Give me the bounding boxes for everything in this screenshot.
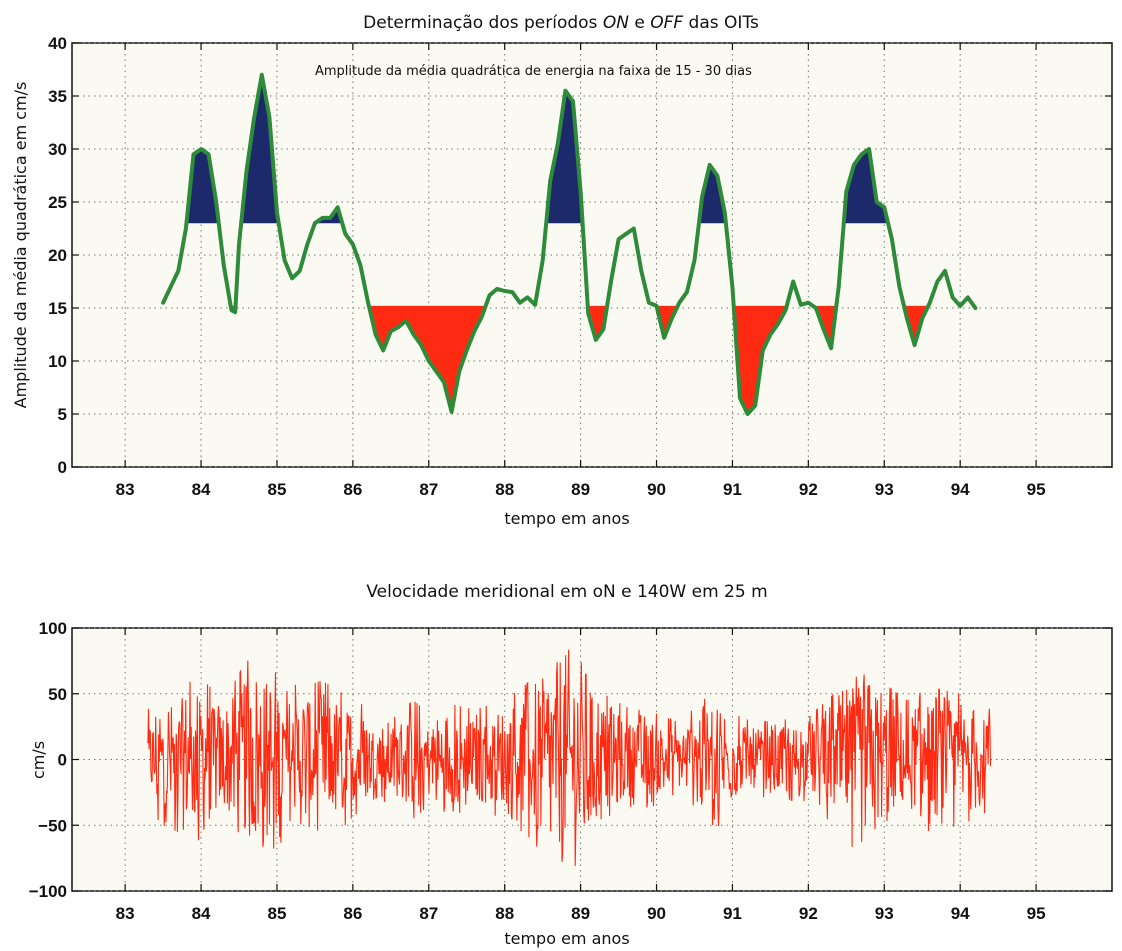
top-y-tick-label: 35 bbox=[48, 87, 67, 106]
bottom-x-tick-label: 93 bbox=[875, 904, 894, 923]
top-x-tick-label: 85 bbox=[268, 480, 287, 499]
bottom-x-tick-label: 95 bbox=[1027, 904, 1046, 923]
top-y-tick-label: 30 bbox=[48, 140, 67, 159]
top-y-tick-label: 10 bbox=[48, 352, 67, 371]
bottom-y-tick-label: −50 bbox=[38, 816, 67, 835]
bottom-x-tick-label: 84 bbox=[192, 904, 211, 923]
bottom-y-tick-label: 50 bbox=[48, 685, 67, 704]
top-x-tick-label: 94 bbox=[951, 480, 970, 499]
top-x-tick-label: 83 bbox=[116, 480, 135, 499]
top-x-tick-label: 93 bbox=[875, 480, 894, 499]
top-x-tick-label: 92 bbox=[799, 480, 818, 499]
on-period-fill bbox=[698, 164, 726, 224]
top-y-tick-label: 0 bbox=[58, 458, 67, 477]
bottom-y-axis-label: cm/s bbox=[29, 741, 48, 779]
on-period-fill bbox=[241, 74, 279, 224]
bottom-y-tick-label: 100 bbox=[39, 619, 67, 638]
bottom-x-tick-label: 90 bbox=[647, 904, 666, 923]
bottom-x-tick-label: 89 bbox=[571, 904, 590, 923]
off-period-fill bbox=[587, 305, 608, 340]
top-chart-title: Determinação dos períodos ON e OFF das O… bbox=[363, 13, 759, 33]
bottom-y-tick-label: −100 bbox=[29, 882, 67, 901]
bottom-x-tick-label: 86 bbox=[343, 904, 362, 923]
top-y-tick-label: 20 bbox=[48, 246, 67, 265]
bottom-x-tick-label: 87 bbox=[419, 904, 438, 923]
top-y-tick-label: 25 bbox=[48, 193, 67, 212]
bottom-y-ticks: 100 50 0 −50 −100 bbox=[29, 619, 1112, 901]
bottom-x-axis-label: tempo em anos bbox=[504, 929, 629, 948]
bottom-chart-title: Velocidade meridional em oN e 140W em 25… bbox=[366, 582, 767, 602]
top-x-tick-label: 88 bbox=[495, 480, 514, 499]
bottom-chart: Velocidade meridional em oN e 140W em 25… bbox=[29, 582, 1113, 948]
bottom-x-tick-label: 83 bbox=[116, 904, 135, 923]
top-y-tick-label: 40 bbox=[48, 34, 67, 53]
top-x-tick-label: 87 bbox=[419, 480, 438, 499]
top-grid bbox=[72, 42, 1112, 468]
top-y-ticks: 0 5 10 15 20 25 30 35 40 bbox=[48, 34, 1112, 477]
bottom-x-ticks: 83 84 85 86 87 88 89 90 91 92 93 94 95 bbox=[116, 628, 1046, 923]
top-x-axis-label: tempo em anos bbox=[504, 509, 629, 528]
top-y-axis-label: Amplitude da média quadrática em cm/s bbox=[11, 82, 30, 409]
bottom-x-tick-label: 85 bbox=[268, 904, 287, 923]
top-plot-area bbox=[71, 42, 1113, 468]
top-chart-annotation: Amplitude da média quadrática de energia… bbox=[315, 64, 752, 79]
top-y-tick-label: 15 bbox=[48, 299, 67, 318]
top-y-tick-label: 5 bbox=[58, 405, 67, 424]
top-x-tick-label: 91 bbox=[723, 480, 742, 499]
bottom-x-tick-label: 88 bbox=[495, 904, 514, 923]
bottom-y-tick-label: 0 bbox=[58, 751, 67, 770]
top-x-tick-label: 90 bbox=[647, 480, 666, 499]
bottom-x-tick-label: 91 bbox=[723, 904, 742, 923]
bottom-series-line bbox=[147, 649, 992, 867]
bottom-x-tick-label: 92 bbox=[799, 904, 818, 923]
top-x-tick-label: 84 bbox=[192, 480, 211, 499]
top-series-line bbox=[161, 72, 978, 416]
top-x-tick-label: 95 bbox=[1027, 480, 1046, 499]
top-x-tick-label: 86 bbox=[343, 480, 362, 499]
top-chart: Determinação dos períodos ON e OFF das O… bbox=[11, 13, 1113, 528]
top-x-ticks: 83 84 85 86 87 88 89 90 91 92 93 94 95 bbox=[116, 43, 1046, 499]
top-x-tick-label: 89 bbox=[571, 480, 590, 499]
bottom-x-tick-label: 94 bbox=[951, 904, 970, 923]
